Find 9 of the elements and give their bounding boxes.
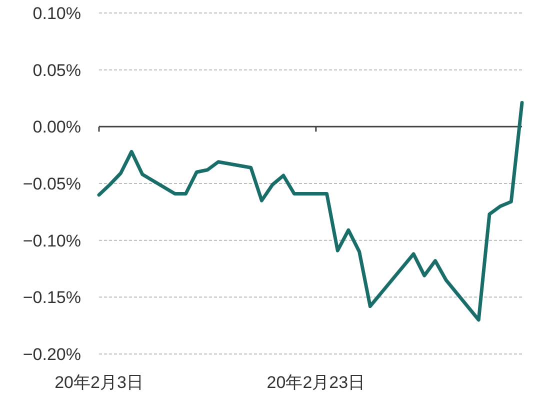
x-tick-label: 20年2月3日 (54, 373, 144, 392)
y-tick-label: −0.20% (22, 345, 81, 364)
y-tick-label: −0.05% (22, 174, 81, 194)
y-tick-label: 0.05% (32, 60, 81, 80)
y-tick-label: −0.15% (22, 288, 81, 308)
x-tick-label: 20年2月23日 (266, 373, 366, 392)
y-tick-label: 0.10% (32, 4, 81, 23)
y-tick-label: −0.10% (22, 231, 81, 250)
y-tick-label: 0.00% (32, 118, 81, 137)
